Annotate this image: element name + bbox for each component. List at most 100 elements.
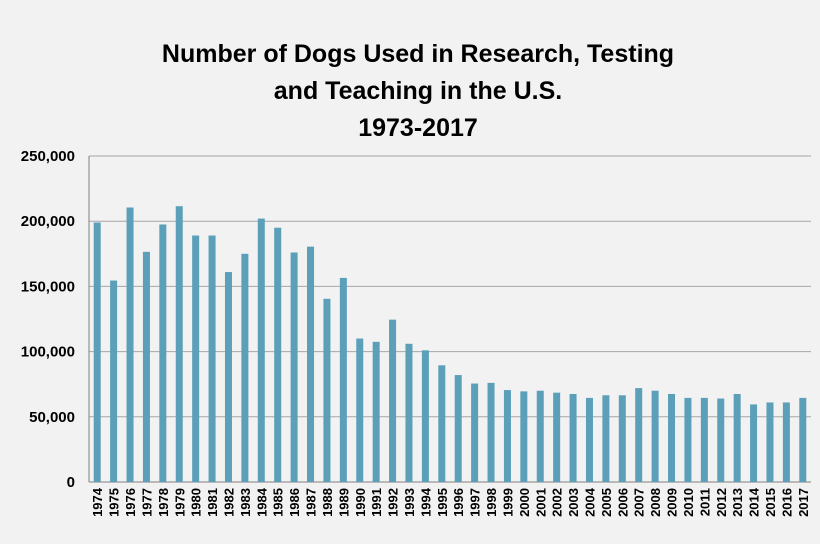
x-tick-label: 1982 bbox=[221, 488, 236, 517]
x-tick-label: 1992 bbox=[386, 488, 401, 517]
bar bbox=[323, 298, 331, 482]
x-tick-label: 2004 bbox=[582, 487, 597, 517]
bar bbox=[651, 390, 659, 482]
x-tick-label: 1996 bbox=[451, 488, 466, 517]
bar bbox=[110, 280, 118, 482]
bar bbox=[307, 246, 315, 482]
x-tick-label: 2017 bbox=[796, 488, 811, 517]
x-tick-label: 2008 bbox=[648, 488, 663, 517]
chart-title: Number of Dogs Used in Research, Testing… bbox=[0, 36, 820, 147]
x-tick-label: 1981 bbox=[205, 488, 220, 517]
x-tick-label: 2014 bbox=[747, 487, 762, 517]
x-tick-label: 2002 bbox=[550, 488, 565, 517]
bar bbox=[536, 390, 544, 482]
x-tick-label: 1975 bbox=[107, 488, 122, 517]
bar bbox=[290, 252, 298, 482]
bar bbox=[668, 393, 676, 482]
bar bbox=[356, 338, 364, 482]
bar bbox=[175, 206, 183, 483]
x-tick-label: 2015 bbox=[763, 488, 778, 517]
bar bbox=[782, 402, 790, 482]
bar bbox=[339, 277, 347, 482]
bar bbox=[208, 235, 216, 482]
bar bbox=[142, 251, 150, 482]
bar bbox=[192, 235, 200, 482]
bar bbox=[389, 319, 397, 482]
bar bbox=[618, 395, 626, 482]
bar bbox=[733, 393, 741, 482]
chart-title-line-3: 1973-2017 bbox=[358, 114, 478, 142]
bar bbox=[241, 253, 249, 482]
x-tick-label: 1993 bbox=[402, 488, 417, 517]
x-tick-label: 2007 bbox=[632, 488, 647, 517]
x-tick-label: 1979 bbox=[172, 488, 187, 517]
x-tick-label: 1978 bbox=[156, 488, 171, 517]
x-tick-label: 2006 bbox=[615, 488, 630, 517]
y-tick-label: 150,000 bbox=[21, 278, 75, 295]
bar bbox=[602, 395, 610, 482]
bar bbox=[224, 272, 232, 482]
x-tick-label: 1976 bbox=[123, 488, 138, 517]
y-tick-label: 50,000 bbox=[29, 409, 75, 426]
x-tick-label: 1997 bbox=[468, 488, 483, 517]
bar bbox=[799, 397, 807, 482]
x-tick-label: 2011 bbox=[697, 488, 712, 516]
x-tick-label: 1990 bbox=[353, 488, 368, 517]
y-tick-label: 200,000 bbox=[21, 213, 75, 230]
x-tick-label: 1986 bbox=[287, 488, 302, 517]
x-tick-label: 1980 bbox=[189, 488, 204, 517]
x-tick-label: 1995 bbox=[435, 488, 450, 517]
bar bbox=[257, 218, 265, 483]
x-tick-label: 1988 bbox=[320, 488, 335, 517]
x-tick-label: 2016 bbox=[779, 488, 794, 517]
bar bbox=[520, 391, 528, 482]
bar bbox=[766, 402, 774, 482]
y-tick-label: 0 bbox=[67, 474, 75, 491]
bar bbox=[438, 365, 446, 482]
bar bbox=[372, 341, 380, 482]
x-tick-label: 1983 bbox=[238, 488, 253, 517]
bar bbox=[405, 343, 413, 482]
x-tick-label: 1994 bbox=[418, 487, 433, 517]
bar bbox=[471, 383, 479, 482]
x-tick-label: 1991 bbox=[369, 488, 384, 517]
y-tick-label: 250,000 bbox=[21, 148, 75, 165]
bar bbox=[503, 390, 511, 482]
x-tick-label: 2013 bbox=[730, 488, 745, 517]
chart-title-line-2: and Teaching in the U.S. bbox=[273, 77, 563, 105]
bar bbox=[569, 393, 577, 482]
bar bbox=[750, 404, 758, 482]
x-tick-label: 1998 bbox=[484, 488, 499, 517]
x-tick-label: 2003 bbox=[566, 488, 581, 517]
x-tick-label: 1985 bbox=[271, 488, 286, 517]
bar bbox=[553, 392, 561, 482]
bar bbox=[684, 397, 692, 482]
x-tick-label: 1989 bbox=[336, 488, 351, 517]
bar bbox=[421, 350, 429, 482]
bar bbox=[126, 207, 134, 482]
x-tick-label: 1977 bbox=[139, 488, 154, 517]
bar bbox=[635, 388, 643, 482]
bar bbox=[700, 397, 708, 482]
x-tick-label: 2009 bbox=[665, 488, 680, 517]
chart-title-line-1: Number of Dogs Used in Research, Testing bbox=[161, 40, 675, 68]
bar bbox=[93, 222, 101, 482]
bar bbox=[159, 224, 167, 482]
x-tick-label: 1999 bbox=[500, 488, 515, 517]
x-tick-label: 2005 bbox=[599, 488, 614, 517]
x-tick-label: 1987 bbox=[304, 488, 319, 517]
x-tick-label: 1984 bbox=[254, 487, 269, 517]
x-tick-label: 2000 bbox=[517, 488, 532, 517]
x-tick-label: 2012 bbox=[714, 488, 729, 517]
bar bbox=[585, 397, 593, 482]
x-tick-label: 1974 bbox=[90, 487, 105, 517]
bar bbox=[487, 382, 495, 482]
bar bbox=[274, 227, 282, 482]
x-tick-label: 2001 bbox=[533, 488, 548, 517]
x-tick-label: 2010 bbox=[681, 488, 696, 517]
bar bbox=[717, 398, 725, 482]
bar bbox=[454, 375, 462, 482]
y-tick-label: 100,000 bbox=[21, 344, 75, 361]
